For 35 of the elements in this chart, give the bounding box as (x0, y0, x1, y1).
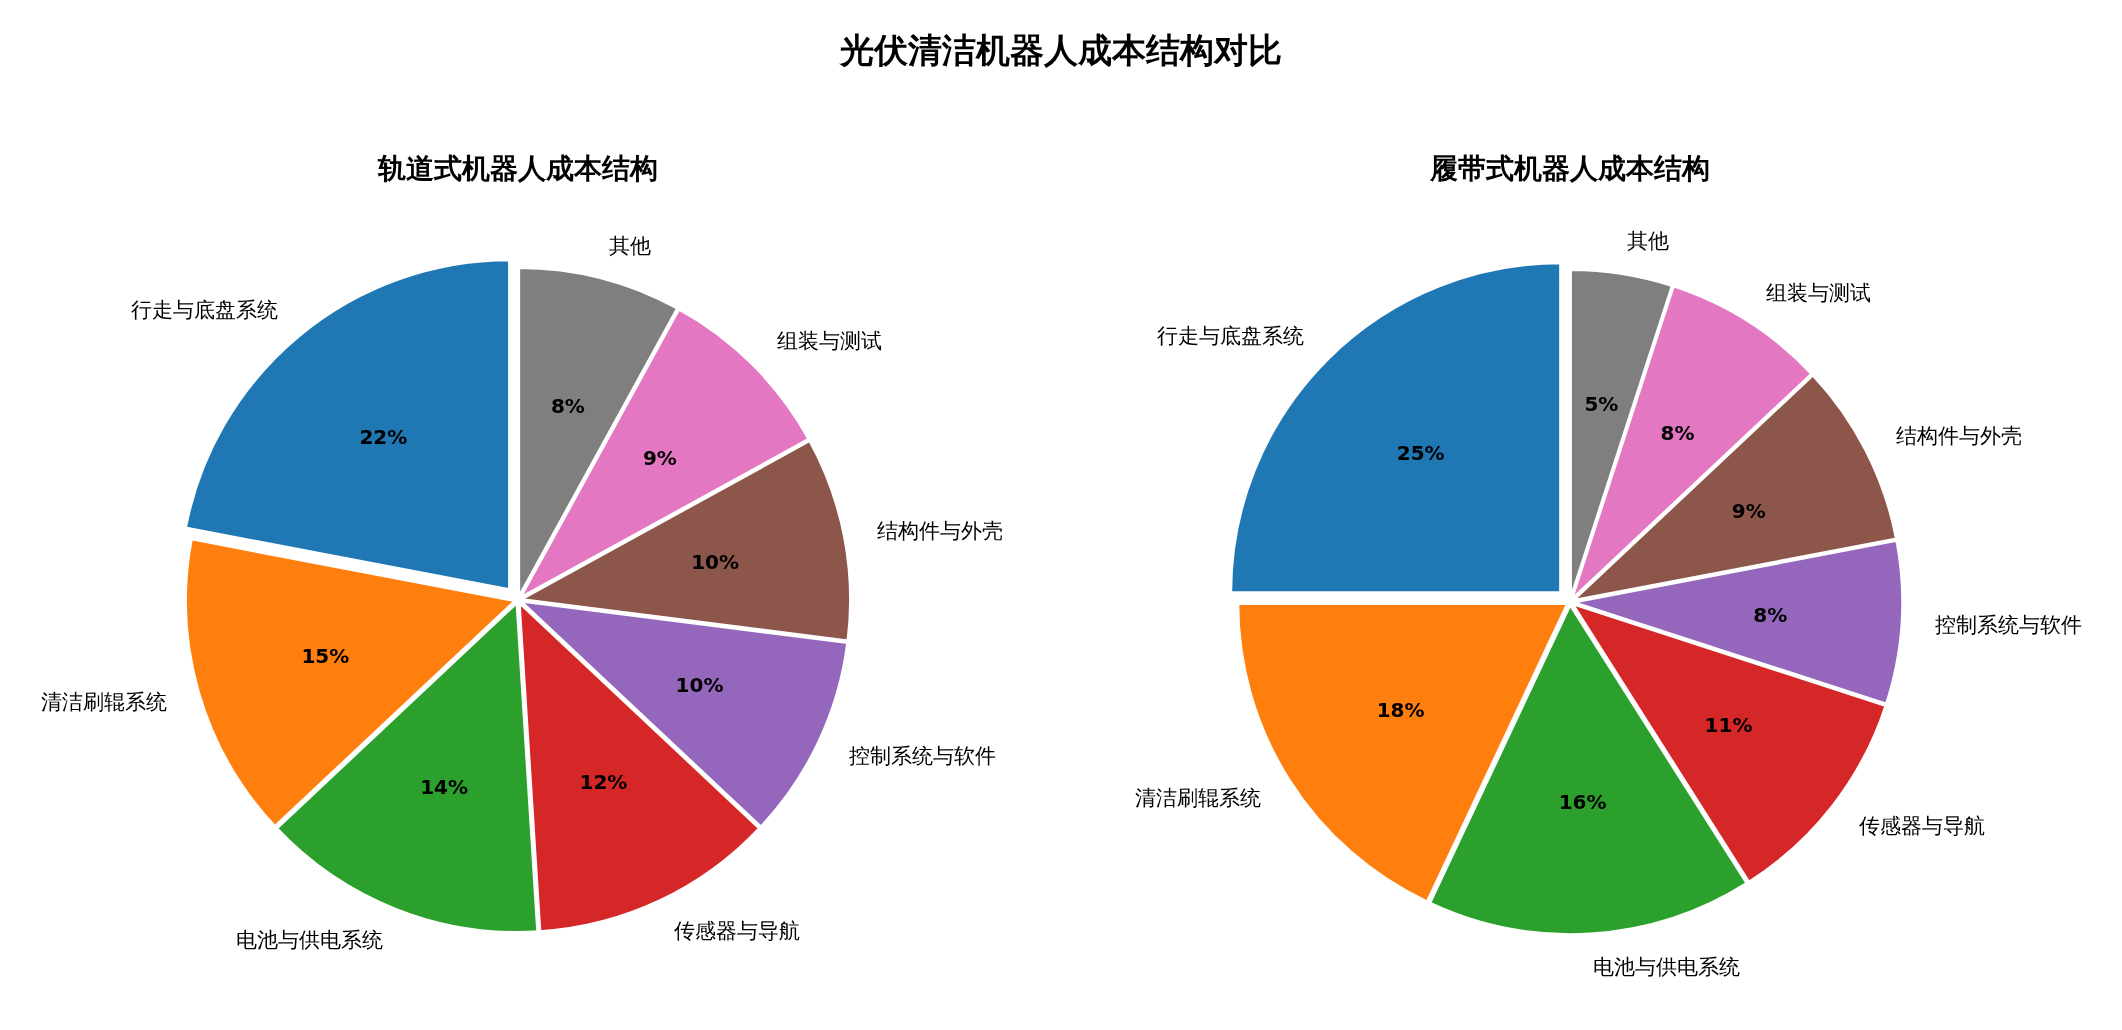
data-label: 25% (1396, 440, 1445, 465)
data-label: 22% (359, 425, 408, 450)
data-label: 18% (1376, 697, 1425, 722)
slice-label: 清洁刷辊系统 (40, 690, 167, 715)
data-label: 5% (1584, 391, 1619, 416)
chart-subtitle: 轨道式机器人成本结构 (377, 151, 658, 185)
slice-label: 结构件与外壳 (877, 519, 1004, 544)
slice-label: 行走与底盘系统 (1156, 323, 1304, 348)
slice-label: 组装与测试 (776, 329, 882, 354)
slice-label: 其他 (608, 233, 651, 258)
slice-label: 电池与供电系统 (1592, 954, 1740, 979)
data-label: 9% (1731, 498, 1766, 523)
slice-label: 行走与底盘系统 (131, 298, 279, 323)
data-label: 10% (675, 673, 724, 698)
slice-label: 组装与测试 (1765, 281, 1871, 306)
slice-label: 电池与供电系统 (236, 927, 384, 952)
data-label: 16% (1558, 790, 1607, 815)
chart-subtitle: 履带式机器人成本结构 (1429, 151, 1710, 185)
slice-label: 传感器与导航 (1858, 814, 1985, 839)
chart-title: 光伏清洁机器人成本结构对比 (838, 30, 1282, 70)
data-label: 9% (642, 446, 677, 471)
slice-label: 控制系统与软件 (848, 743, 996, 768)
slice-label: 结构件与外壳 (1895, 424, 2022, 448)
data-label: 10% (691, 550, 740, 575)
slice-label: 清洁刷辊系统 (1135, 785, 1262, 810)
data-label: 15% (301, 643, 350, 668)
data-label: 8% (1660, 420, 1695, 445)
slice-label: 控制系统与软件 (1934, 612, 2082, 637)
slice-label: 传感器与导航 (673, 918, 800, 943)
data-label: 11% (1704, 712, 1753, 737)
data-label: 12% (579, 769, 628, 794)
data-label: 8% (550, 393, 585, 418)
slice-label: 其他 (1627, 228, 1670, 253)
data-label: 8% (1753, 602, 1788, 627)
data-label: 14% (420, 774, 469, 799)
